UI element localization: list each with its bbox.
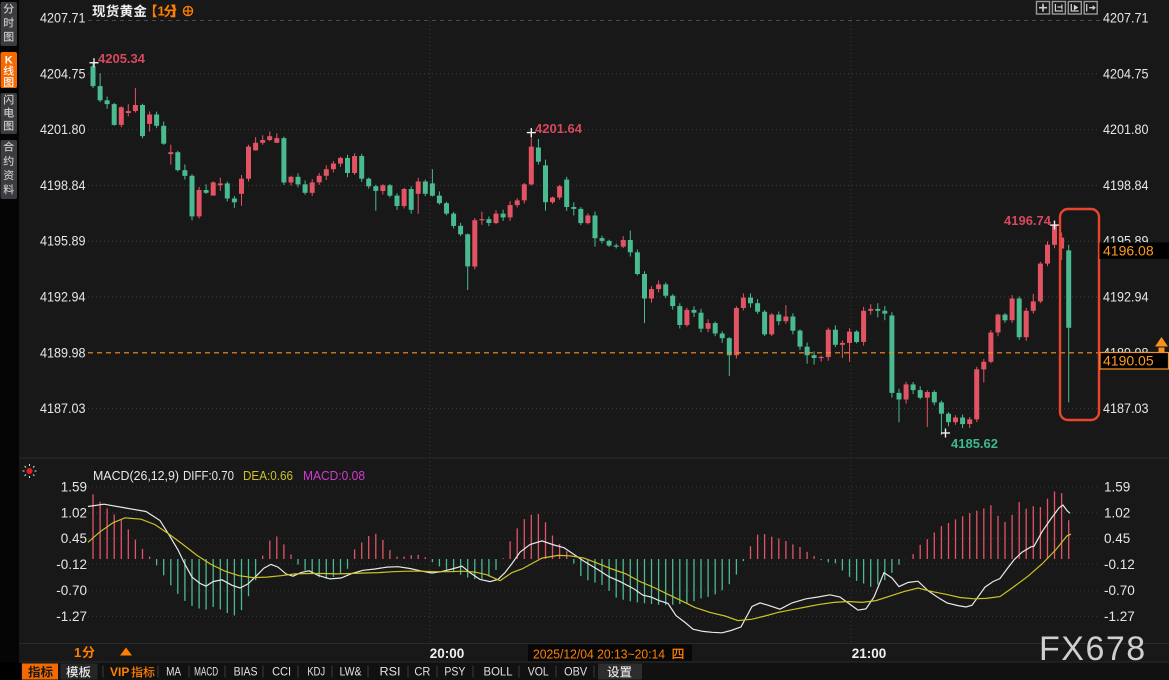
svg-text:4204.75: 4204.75: [40, 66, 86, 81]
svg-text:MACD: MACD: [194, 665, 218, 679]
svg-text:4204.75: 4204.75: [1103, 66, 1149, 81]
svg-text:1.59: 1.59: [61, 480, 87, 495]
svg-text:-1.27: -1.27: [1104, 609, 1135, 624]
svg-text:4195.89: 4195.89: [40, 234, 86, 249]
svg-text:1.02: 1.02: [61, 505, 87, 520]
svg-text:K: K: [5, 55, 13, 67]
svg-text:4192.94: 4192.94: [40, 290, 86, 305]
svg-text:1: 1: [158, 4, 165, 19]
svg-text:4207.71: 4207.71: [40, 11, 86, 26]
svg-text:4190.05: 4190.05: [1103, 353, 1154, 369]
svg-text:0.45: 0.45: [61, 531, 87, 546]
svg-text:-1.27: -1.27: [56, 609, 87, 624]
svg-text:DEA:0.66: DEA:0.66: [243, 468, 293, 483]
svg-text:0.45: 0.45: [1104, 531, 1130, 546]
svg-text:4189.98: 4189.98: [40, 345, 86, 360]
svg-text:VIP: VIP: [110, 665, 129, 679]
svg-text:21:00: 21:00: [852, 646, 887, 661]
svg-text:LW&: LW&: [340, 665, 362, 679]
svg-text:1.59: 1.59: [1104, 480, 1130, 495]
svg-text:CR: CR: [414, 665, 430, 679]
svg-text:FX678: FX678: [1039, 630, 1147, 668]
svg-text:VOL: VOL: [528, 665, 549, 679]
svg-text:1: 1: [74, 645, 81, 660]
svg-text:DIFF:0.70: DIFF:0.70: [183, 468, 234, 483]
svg-text:CCI: CCI: [272, 665, 291, 679]
svg-text:2025/12/04 20:13~20:14: 2025/12/04 20:13~20:14: [533, 647, 665, 662]
svg-text:-0.12: -0.12: [56, 557, 87, 572]
svg-text:4207.71: 4207.71: [1103, 11, 1149, 26]
svg-text:BIAS: BIAS: [234, 665, 258, 679]
svg-text:BOLL: BOLL: [484, 665, 513, 679]
svg-text:20:00: 20:00: [430, 646, 465, 661]
svg-text:-0.12: -0.12: [1104, 557, 1135, 572]
svg-text:4192.94: 4192.94: [1103, 290, 1149, 305]
svg-text:4198.84: 4198.84: [40, 178, 86, 193]
svg-text:MACD(26,12,9): MACD(26,12,9): [93, 468, 179, 483]
svg-text:4196.74: 4196.74: [1004, 213, 1052, 228]
svg-text:RSI: RSI: [380, 665, 401, 679]
svg-text:4201.64: 4201.64: [535, 121, 583, 136]
svg-text:OBV: OBV: [564, 665, 587, 679]
svg-text:MA: MA: [166, 665, 181, 679]
svg-text:4185.62: 4185.62: [951, 436, 998, 451]
svg-text:4187.03: 4187.03: [40, 401, 86, 416]
svg-text:4201.80: 4201.80: [1103, 122, 1149, 137]
svg-text:MACD:0.08: MACD:0.08: [303, 468, 365, 483]
svg-text:4201.80: 4201.80: [40, 122, 86, 137]
svg-text:4198.84: 4198.84: [1103, 178, 1149, 193]
svg-text:-0.70: -0.70: [1104, 583, 1135, 598]
svg-text:1.02: 1.02: [1104, 505, 1130, 520]
svg-text:4196.08: 4196.08: [1103, 243, 1154, 259]
svg-text:KDJ: KDJ: [307, 665, 325, 679]
svg-text:4187.03: 4187.03: [1103, 401, 1149, 416]
svg-text:4205.34: 4205.34: [98, 51, 146, 66]
svg-text:PSY: PSY: [444, 665, 465, 679]
svg-text:-0.70: -0.70: [56, 583, 87, 598]
